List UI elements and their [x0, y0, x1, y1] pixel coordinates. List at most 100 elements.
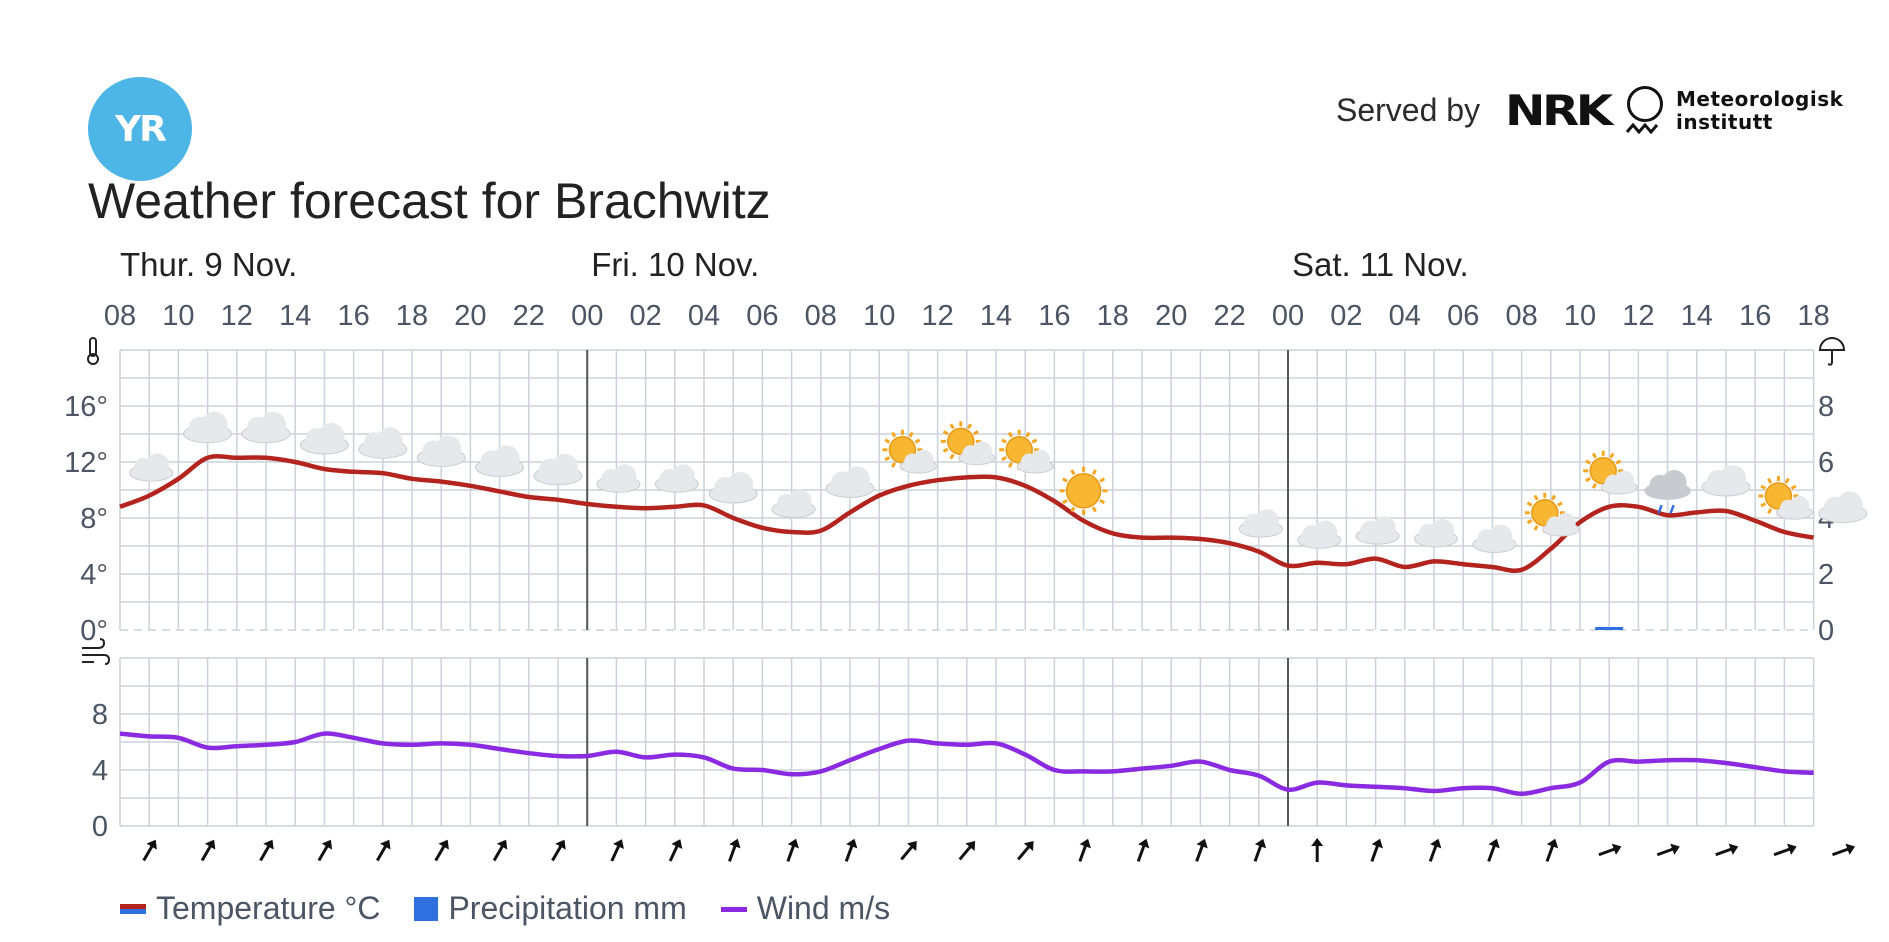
wind-arrow-head — [438, 839, 449, 850]
wind-grid — [119, 657, 1815, 827]
sun-ray — [1091, 469, 1097, 476]
sun-ray — [1025, 431, 1031, 438]
cloud-shape — [788, 489, 812, 513]
temperature-axis-label: 4° — [80, 559, 108, 591]
wind-direction-arrow — [317, 839, 333, 862]
day-label: Thur. 9 Nov. — [120, 246, 297, 283]
wind-arrow-head — [1311, 838, 1324, 846]
wind-arrow-head — [321, 839, 333, 850]
wind-direction-arrow — [1428, 838, 1442, 862]
wind-arrow-head — [555, 839, 566, 850]
nrk-logo[interactable]: NRK — [1505, 86, 1613, 135]
hour-tick-label: 04 — [1389, 300, 1421, 332]
wind-arrow-head — [907, 841, 917, 852]
moon-shape — [1471, 513, 1482, 533]
cloudy-icon — [416, 435, 466, 468]
temperature-axis-label: 8° — [80, 503, 108, 535]
legend-wind: Wind m/s — [720, 890, 891, 927]
page-title: Weather forecast for Brachwitz — [88, 173, 771, 229]
wind-direction-arrow — [1715, 843, 1739, 857]
sun-ray — [884, 438, 891, 444]
hour-tick-label: 06 — [746, 300, 778, 332]
hour-tick-label: 14 — [980, 300, 1012, 332]
wind-direction-arrow — [668, 839, 683, 862]
wind-arrow-head — [729, 838, 741, 849]
thermometer-icon — [87, 337, 99, 365]
wind-arrow-head — [1611, 843, 1622, 855]
partly-cloudy-night-icon — [595, 452, 641, 493]
sun-ray — [1031, 438, 1038, 444]
yr-logo[interactable]: YR — [88, 77, 192, 181]
wind-arrow-head — [1138, 838, 1150, 849]
precipitation-axis-label: 6 — [1818, 447, 1834, 479]
legend-precipitation: Precipitation mm — [414, 890, 687, 927]
cloud-shape — [613, 464, 637, 488]
wind-arrow-head — [1845, 843, 1856, 855]
hour-tick-label: 12 — [1622, 300, 1654, 332]
sun-ray — [1062, 477, 1068, 483]
wind-arrow-head — [1196, 838, 1208, 849]
wind-direction-arrow — [1656, 843, 1680, 857]
sun-ray — [1001, 456, 1007, 462]
sun-ray — [1557, 501, 1563, 507]
yr-logo-text: YR — [115, 108, 167, 150]
sun-ray — [884, 456, 891, 462]
wind-axis-icon-line — [82, 638, 106, 649]
cloudy-icon — [825, 466, 875, 498]
clear-night-icon — [1130, 491, 1147, 524]
cloud-shape — [201, 411, 228, 438]
legend-temperature-label: Temperature °C — [156, 890, 381, 926]
clear-night-icon — [1189, 493, 1206, 525]
hour-tick-label: 20 — [1155, 300, 1187, 332]
temperature-line — [119, 454, 1815, 574]
wind-arrow-head — [1023, 841, 1034, 852]
sun-ray — [1585, 459, 1591, 465]
cloud-shape — [1430, 519, 1455, 543]
hour-tick-label: 00 — [571, 300, 603, 332]
sun-ray — [1615, 459, 1622, 465]
cloud-shape — [1313, 520, 1338, 544]
hour-tick-label: 08 — [104, 300, 136, 332]
sun-ray — [1062, 499, 1068, 505]
sun-ray — [949, 423, 955, 430]
thermometer-icon-bulb — [87, 353, 99, 365]
partly-cloudy-night-icon — [1354, 504, 1400, 545]
hour-tick-label: 22 — [1213, 300, 1245, 332]
cloudy-icon — [299, 423, 349, 455]
legend-wind-label: Wind m/s — [756, 890, 891, 926]
sun-ray — [1760, 502, 1767, 508]
met-logo-circle-icon — [1627, 86, 1663, 122]
umbrella-icon-handle — [1827, 350, 1833, 366]
hour-tick-label: 12 — [221, 300, 253, 332]
wind-direction-arrow — [728, 838, 741, 862]
cloud-shape — [260, 411, 286, 438]
cloud-shape — [376, 427, 403, 454]
partly-cloudy-night-icon — [1296, 508, 1342, 549]
wind-axis-icon-line — [82, 654, 111, 665]
wind-axis-label: 0 — [92, 811, 108, 843]
cloud-shape — [145, 453, 170, 477]
moon-shape — [1189, 493, 1206, 525]
sun-ray — [1007, 431, 1013, 438]
cloud-shape — [1720, 465, 1746, 491]
wind-direction-arrow — [1195, 838, 1208, 862]
sun-ray — [1767, 477, 1773, 484]
wind-arrow-head — [1728, 843, 1739, 855]
wind-arrow-head — [671, 839, 683, 850]
wind-axis-label: 8 — [92, 699, 108, 731]
wind-arrow-head — [1254, 838, 1267, 849]
met-logo-text[interactable]: Meteorologisk institutt — [1676, 88, 1843, 134]
cloudy-icon — [241, 411, 291, 444]
hour-tick-label: 10 — [863, 300, 895, 332]
fair-day-icon — [999, 429, 1054, 474]
hour-tick-label: 14 — [1681, 300, 1713, 332]
cloud-shape — [671, 464, 695, 488]
wind-direction-arrow — [1370, 838, 1383, 862]
sun-ray — [967, 423, 973, 430]
clear-day-icon — [1059, 466, 1108, 515]
cloudy-icon — [708, 472, 758, 504]
fair-day-icon — [940, 421, 996, 466]
wind-direction-arrow — [200, 839, 216, 862]
wind-direction-arrow — [551, 839, 566, 862]
